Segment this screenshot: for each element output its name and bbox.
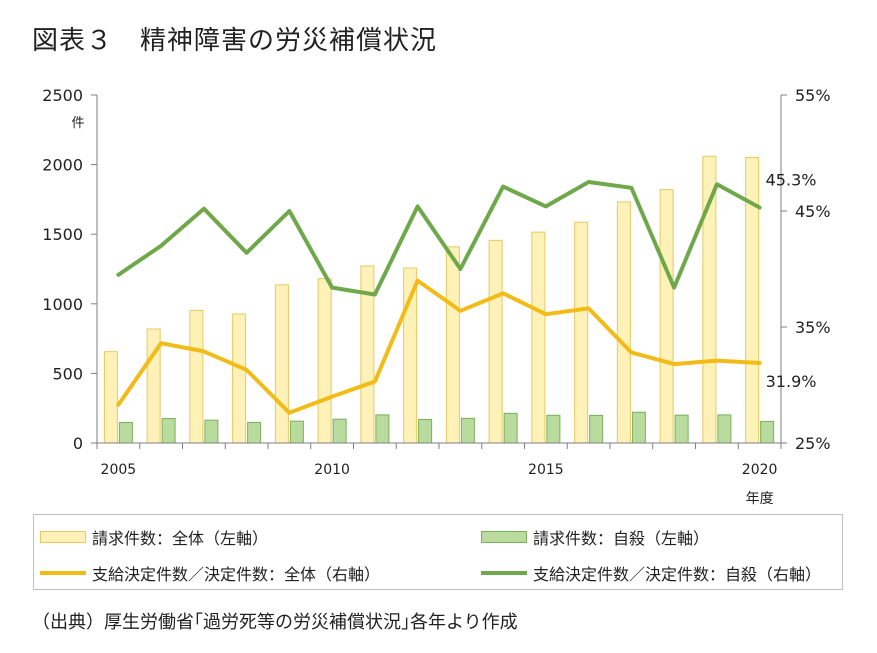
bar-total-2010 xyxy=(317,278,332,444)
bar-total-2013 xyxy=(445,246,460,444)
x-tick-label: 2020 xyxy=(742,462,778,478)
bar-total-2009 xyxy=(274,284,289,444)
x-tick-label: 2010 xyxy=(314,462,350,478)
y-left-tick-label: 500 xyxy=(52,364,83,383)
data-label-suicide-rate: 45.3% xyxy=(766,171,817,190)
bar-suicide-2012 xyxy=(418,418,433,444)
line-total-rate xyxy=(116,278,762,415)
y-left-tick-label: 2000 xyxy=(42,156,83,175)
labels: 45.3% 31.9% xyxy=(766,171,817,391)
legend-label-total-requests: 請求件数：全体（左軸） xyxy=(92,529,269,548)
bar-suicide-2020 xyxy=(760,420,775,444)
data-label-total-rate: 31.9% xyxy=(766,372,817,391)
bar-total-2017 xyxy=(616,201,631,444)
bar-total-2014 xyxy=(488,239,503,444)
y-right-tick-label: 55% xyxy=(795,86,831,105)
bar-total-2018 xyxy=(659,189,674,444)
bar-suicide-2016 xyxy=(589,414,604,444)
y-right-tick-label: 35% xyxy=(795,318,831,337)
legend-label-suicide-rate: 支給決定件数／決定件数：自殺（右軸） xyxy=(533,565,822,584)
legend-swatch-suicide-requests xyxy=(481,531,527,543)
axes: 0 500 1000 1500 2000 2500 件 25% 35% 45% 55% 2005 201… xyxy=(42,86,830,507)
bar-total-2008 xyxy=(232,313,247,444)
bar-total-2016 xyxy=(574,221,589,444)
source-note: （出典）厚生労働省｢過労死等の労災補償状況｣各年より作成 xyxy=(32,612,518,633)
y-left-tick-label: 2500 xyxy=(42,86,83,105)
y-right-tick-label: 45% xyxy=(795,202,831,221)
bar-suicide-2013 xyxy=(460,417,475,444)
bar-suicide-2015 xyxy=(546,414,561,444)
bar-suicide-2006 xyxy=(161,418,176,444)
bar-total-2015 xyxy=(531,231,546,444)
lines xyxy=(116,180,762,415)
bar-suicide-2007 xyxy=(204,419,219,444)
bar-suicide-2008 xyxy=(247,421,262,444)
chart: 0 500 1000 1500 2000 2500 件 25% 35% 45% 55% 2005 201… xyxy=(42,86,830,507)
legend-swatch-suicide-rate xyxy=(481,571,527,575)
y-left-axis-label: 件 xyxy=(71,116,84,131)
y-left-tick-label: 1500 xyxy=(42,225,83,244)
bar-suicide-2009 xyxy=(289,420,304,444)
bar-suicide-2014 xyxy=(503,412,518,444)
y-left-tick-label: 1000 xyxy=(42,295,83,314)
y-left-tick-label: 0 xyxy=(73,434,83,453)
y-right-tick-label: 25% xyxy=(795,434,831,453)
bars-total-requests xyxy=(103,155,760,444)
chart-title: 図表３ 精神障害の労災補償状況 xyxy=(32,26,438,56)
bar-suicide-2011 xyxy=(375,414,390,444)
bar-total-2007 xyxy=(189,309,204,444)
legend-label-suicide-requests: 請求件数：自殺（左軸） xyxy=(533,529,710,548)
x-axis-label: 年度 xyxy=(746,491,774,507)
bar-suicide-2010 xyxy=(332,418,347,444)
x-tick-label: 2005 xyxy=(101,462,137,478)
bar-suicide-2005 xyxy=(118,422,133,444)
bar-total-2005 xyxy=(103,351,118,444)
legend-item-total-rate: 支給決定件数／決定件数：全体（右軸） xyxy=(40,561,380,585)
legend-item-suicide-requests: 請求件数：自殺（左軸） xyxy=(481,525,709,549)
legend-label-total-rate: 支給決定件数／決定件数：全体（右軸） xyxy=(92,565,381,584)
bar-suicide-2019 xyxy=(717,414,732,444)
bar-suicide-2018 xyxy=(674,414,689,444)
legend-swatch-total-requests xyxy=(40,531,86,543)
legend: 請求件数：全体（左軸） 請求件数：自殺（左軸） 支給決定件数／決定件数：全体（右… xyxy=(33,514,843,590)
legend-item-suicide-rate: 支給決定件数／決定件数：自殺（右軸） xyxy=(481,561,821,585)
bar-suicide-2017 xyxy=(631,411,646,444)
legend-swatch-total-rate xyxy=(40,571,86,575)
line-suicide-rate xyxy=(116,180,762,297)
legend-item-total-requests: 請求件数：全体（左軸） xyxy=(40,525,268,549)
x-tick-label: 2015 xyxy=(528,462,564,478)
